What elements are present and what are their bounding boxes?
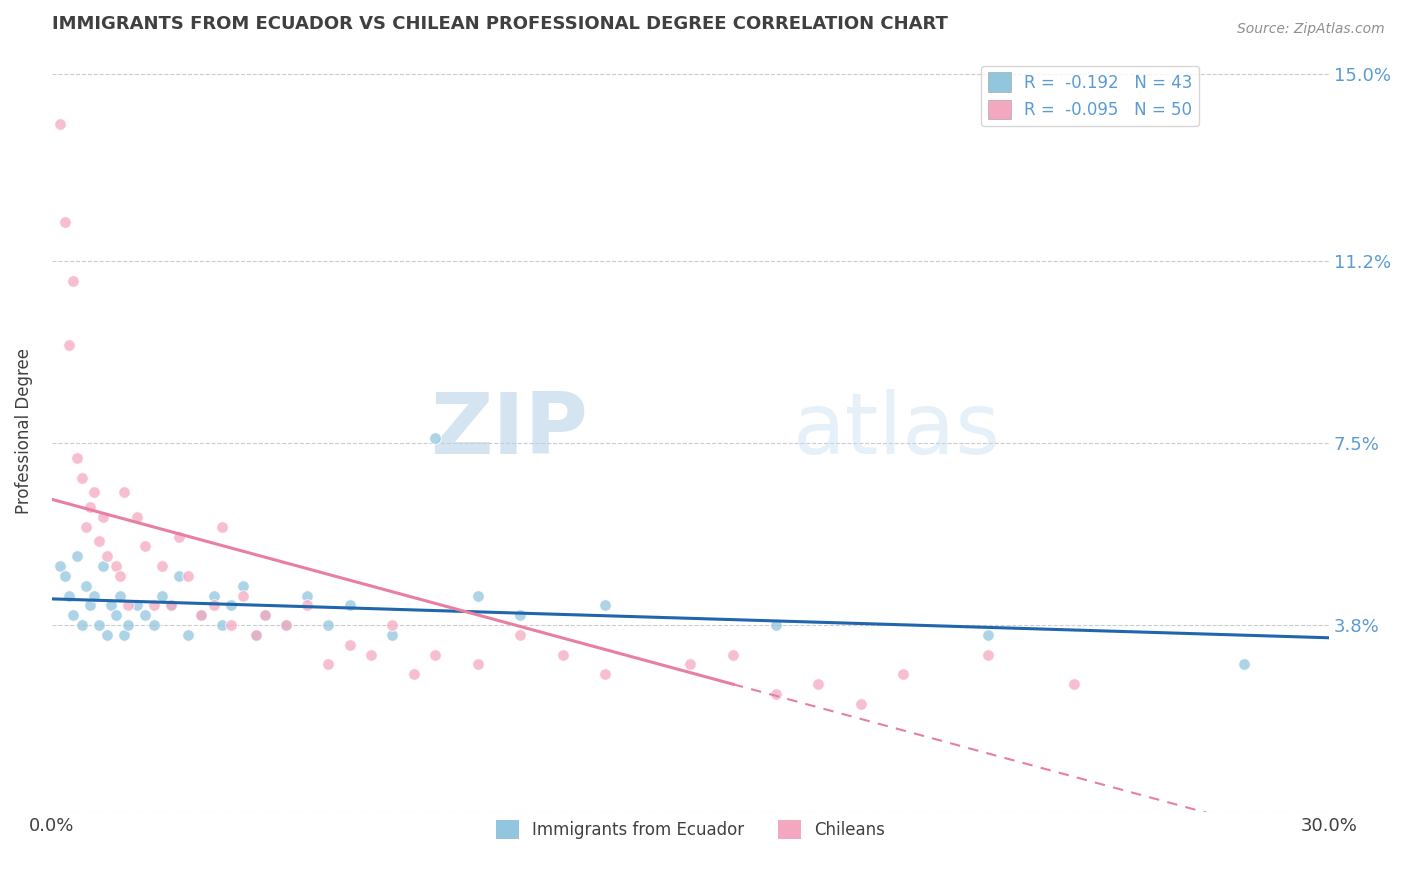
Y-axis label: Professional Degree: Professional Degree xyxy=(15,348,32,514)
Text: Source: ZipAtlas.com: Source: ZipAtlas.com xyxy=(1237,22,1385,37)
Point xyxy=(75,519,97,533)
Point xyxy=(70,618,93,632)
Point xyxy=(108,569,131,583)
Point xyxy=(66,549,89,564)
Text: IMMIGRANTS FROM ECUADOR VS CHILEAN PROFESSIONAL DEGREE CORRELATION CHART: IMMIGRANTS FROM ECUADOR VS CHILEAN PROFE… xyxy=(52,15,948,33)
Point xyxy=(62,274,84,288)
Point xyxy=(142,618,165,632)
Point xyxy=(62,608,84,623)
Point xyxy=(134,608,156,623)
Point xyxy=(75,579,97,593)
Point xyxy=(1063,677,1085,691)
Point xyxy=(274,618,297,632)
Point xyxy=(219,618,242,632)
Point xyxy=(891,667,914,681)
Point xyxy=(253,608,276,623)
Point xyxy=(177,569,200,583)
Point xyxy=(160,599,183,613)
Point xyxy=(58,338,80,352)
Point xyxy=(108,589,131,603)
Point xyxy=(190,608,212,623)
Point xyxy=(274,618,297,632)
Point xyxy=(112,485,135,500)
Point xyxy=(318,657,340,672)
Point xyxy=(53,569,76,583)
Point xyxy=(125,599,148,613)
Point xyxy=(423,648,446,662)
Point xyxy=(402,667,425,681)
Point xyxy=(807,677,830,691)
Point xyxy=(87,534,110,549)
Legend: Immigrants from Ecuador, Chileans: Immigrants from Ecuador, Chileans xyxy=(489,813,891,846)
Point xyxy=(1233,657,1256,672)
Point xyxy=(211,519,233,533)
Point xyxy=(219,599,242,613)
Point xyxy=(117,599,139,613)
Point xyxy=(142,599,165,613)
Point xyxy=(104,559,127,574)
Point xyxy=(849,697,872,711)
Point xyxy=(190,608,212,623)
Point xyxy=(125,509,148,524)
Point xyxy=(104,608,127,623)
Point xyxy=(593,667,616,681)
Point xyxy=(253,608,276,623)
Point xyxy=(509,608,531,623)
Point xyxy=(91,509,114,524)
Point xyxy=(134,540,156,554)
Point xyxy=(551,648,574,662)
Point xyxy=(177,628,200,642)
Point xyxy=(467,589,489,603)
Point xyxy=(96,628,118,642)
Point xyxy=(765,618,787,632)
Point xyxy=(53,215,76,229)
Point xyxy=(152,559,174,574)
Point xyxy=(169,530,191,544)
Point xyxy=(211,618,233,632)
Point xyxy=(339,638,361,652)
Point xyxy=(245,628,267,642)
Point xyxy=(339,599,361,613)
Point xyxy=(83,589,105,603)
Point xyxy=(49,559,72,574)
Point xyxy=(152,589,174,603)
Point xyxy=(232,589,254,603)
Point xyxy=(100,599,122,613)
Point xyxy=(977,648,1000,662)
Point xyxy=(509,628,531,642)
Point xyxy=(70,470,93,484)
Point xyxy=(593,599,616,613)
Point xyxy=(295,589,318,603)
Point xyxy=(83,485,105,500)
Point xyxy=(117,618,139,632)
Text: atlas: atlas xyxy=(793,389,1001,473)
Point xyxy=(79,599,101,613)
Point xyxy=(96,549,118,564)
Point xyxy=(79,500,101,514)
Point xyxy=(467,657,489,672)
Point xyxy=(202,599,225,613)
Point xyxy=(318,618,340,632)
Point xyxy=(49,117,72,131)
Point xyxy=(66,450,89,465)
Point xyxy=(160,599,183,613)
Point xyxy=(295,599,318,613)
Point xyxy=(245,628,267,642)
Point xyxy=(202,589,225,603)
Point xyxy=(679,657,702,672)
Text: ZIP: ZIP xyxy=(430,389,588,473)
Point xyxy=(381,618,404,632)
Point xyxy=(360,648,382,662)
Point xyxy=(977,628,1000,642)
Point xyxy=(232,579,254,593)
Point xyxy=(91,559,114,574)
Point xyxy=(765,687,787,701)
Point xyxy=(112,628,135,642)
Point xyxy=(87,618,110,632)
Point xyxy=(58,589,80,603)
Point xyxy=(169,569,191,583)
Point xyxy=(381,628,404,642)
Point xyxy=(721,648,744,662)
Point xyxy=(423,431,446,445)
